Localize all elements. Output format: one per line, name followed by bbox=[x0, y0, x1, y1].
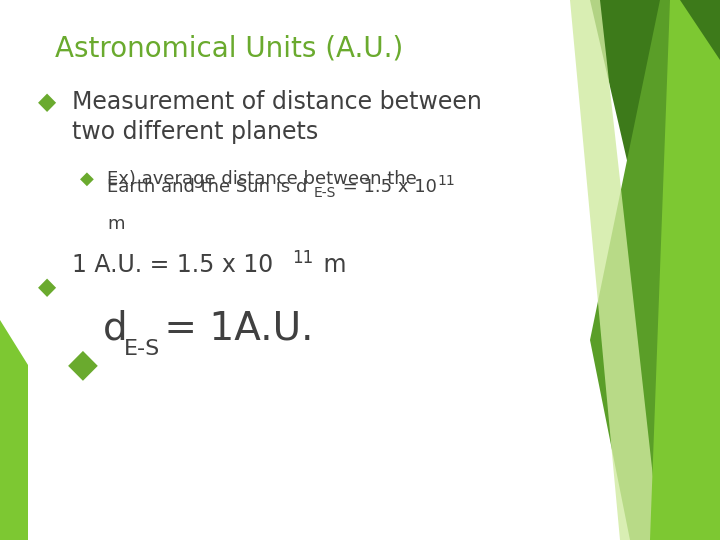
Text: 1 A.U. = 1.5 x 10: 1 A.U. = 1.5 x 10 bbox=[72, 253, 274, 277]
Polygon shape bbox=[0, 320, 28, 365]
Text: ◆: ◆ bbox=[80, 170, 94, 188]
Text: m: m bbox=[107, 215, 125, 233]
Polygon shape bbox=[590, 0, 720, 340]
Text: Astronomical Units (A.U.): Astronomical Units (A.U.) bbox=[55, 35, 403, 63]
Text: d: d bbox=[103, 310, 127, 348]
Polygon shape bbox=[590, 0, 720, 60]
Polygon shape bbox=[0, 365, 28, 540]
Text: ◆: ◆ bbox=[38, 90, 56, 114]
Polygon shape bbox=[650, 0, 720, 540]
Text: Measurement of distance between: Measurement of distance between bbox=[72, 90, 482, 114]
Text: = 1A.U.: = 1A.U. bbox=[152, 310, 313, 348]
Text: Ex) average distance between the: Ex) average distance between the bbox=[107, 170, 417, 188]
Text: 11: 11 bbox=[292, 249, 313, 267]
Polygon shape bbox=[570, 0, 660, 540]
Polygon shape bbox=[590, 0, 720, 540]
Text: Earth and the Sun is d: Earth and the Sun is d bbox=[107, 178, 307, 196]
Text: = 1.5 x 10: = 1.5 x 10 bbox=[337, 178, 437, 196]
Text: 11: 11 bbox=[437, 174, 455, 188]
Text: m: m bbox=[316, 253, 346, 277]
Text: E-S: E-S bbox=[314, 186, 336, 200]
Text: ◆: ◆ bbox=[68, 345, 98, 383]
Text: two different planets: two different planets bbox=[72, 120, 318, 144]
Text: ◆: ◆ bbox=[38, 275, 56, 299]
Text: E-S: E-S bbox=[124, 339, 161, 359]
